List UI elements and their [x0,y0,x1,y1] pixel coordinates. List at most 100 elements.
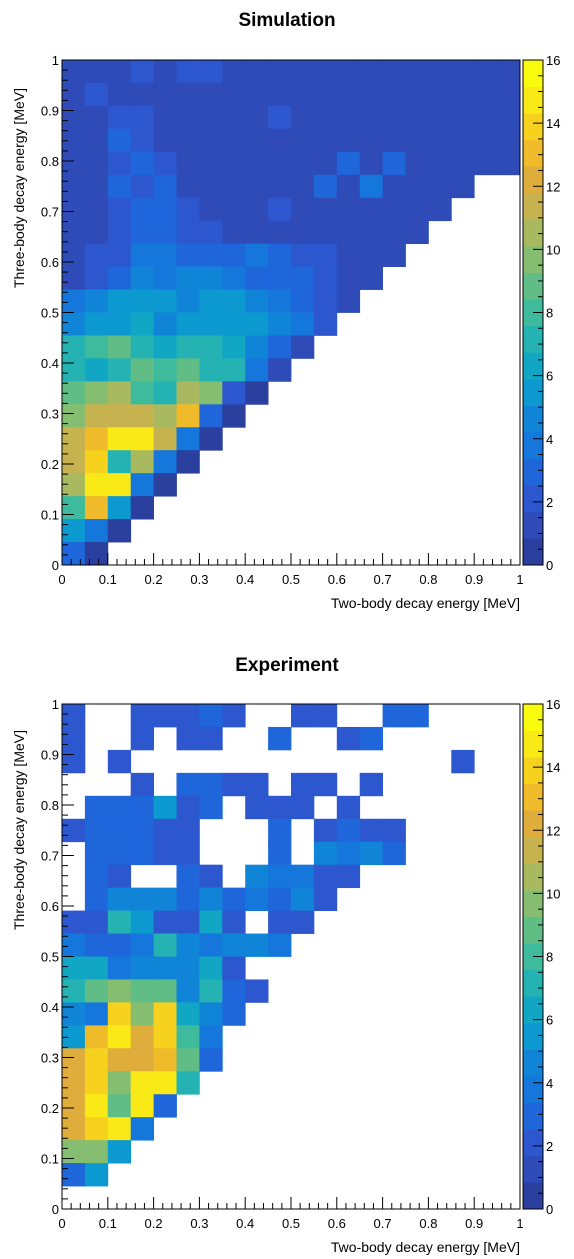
heatmap-cell [130,726,154,751]
heatmap-cell [497,82,521,107]
heatmap-cell [62,542,86,566]
heatmap-cell [84,105,109,130]
heatmap-cell [199,404,223,428]
heatmap-cell [222,220,246,245]
heatmap-cell [153,473,177,497]
heatmap-cell [176,381,200,405]
heatmap-cell [199,105,223,130]
heatmap-cell [268,795,292,820]
heatmap-cell [107,749,132,774]
heatmap-cell [359,151,383,176]
heatmap-cell [245,266,269,290]
heatmap-cell [84,887,109,911]
heatmap-cell [199,726,223,751]
heatmap-cell [130,772,154,797]
heatmap-cell [130,704,154,728]
colorbar-tick-label: 12 [546,179,560,194]
y-tick-label: 0.3 [41,1051,59,1066]
heatmap-cell [474,105,498,130]
y-tick-label: 0.8 [41,798,59,813]
heatmap-cell [268,174,292,199]
heatmap-cell [130,1002,154,1026]
heatmap-cell [451,105,475,130]
y-tick-label: 0.6 [41,899,59,914]
heatmap-cell [176,427,200,451]
heatmap-cell [107,335,132,359]
y-tick-label: 0.7 [41,205,59,220]
heatmap-cell [222,312,246,336]
heatmap-cell [107,1002,132,1026]
heatmap-cell [130,841,154,866]
heatmap-cell [268,933,292,957]
heatmap-cell [336,864,361,889]
x-tick-label: 0.5 [282,572,300,587]
x-tick-label: 0.1 [99,1216,117,1231]
heatmap-cell [107,1071,132,1095]
heatmap-cell [62,128,86,153]
heatmap-cell [107,864,132,889]
colorbar-tick-label: 16 [546,697,560,712]
y-tick-label: 0.7 [41,849,59,864]
colorbar-swatch [523,325,543,353]
heatmap-cell [107,358,132,382]
heatmap-cell [62,496,86,520]
heatmap-cell [176,956,200,980]
y-tick-label: 0.4 [41,356,59,371]
heatmap-cell [176,864,200,889]
heatmap-cell [176,82,200,107]
heatmap-cell [222,197,246,222]
heatmap-cell [268,82,292,107]
heatmap-cell [176,841,200,866]
heatmap-cell [176,910,200,934]
heatmap-cell [359,841,383,866]
heatmap-cell [268,197,292,222]
heatmap-cell [84,220,109,245]
heatmap-cell [153,289,177,313]
heatmap-cell [291,266,315,290]
heatmap-cell [291,704,315,728]
heatmap-cell [428,60,452,84]
x-tick-label: 0.8 [419,1216,437,1231]
heatmap-cell [497,128,521,153]
heatmap-cell [84,841,109,866]
heatmap-cell [107,956,132,980]
y-tick-label: 0.3 [41,407,59,422]
simulation-panel: Simulation Three-body decay energy [MeV]… [11,10,560,611]
heatmap-cell [336,795,361,820]
y-tick-label: 0.2 [41,1101,59,1116]
heatmap-cell [62,220,86,245]
heatmap-cell [313,82,338,107]
x-tick-label: 1 [516,1216,523,1231]
heatmap-cell [268,266,292,290]
heatmap-cell [107,243,132,267]
heatmap-cell [62,910,86,934]
x-tick-label: 0.6 [328,572,346,587]
heatmap-cell [84,289,109,313]
heatmap-cell [62,979,86,1003]
heatmap-cell [382,151,406,176]
heatmap-cell [62,1140,86,1164]
heatmap-cell [199,197,223,222]
x-tick-label: 0.9 [465,572,483,587]
heatmap-cell [291,887,315,911]
heatmap-cell [107,151,132,176]
colorbar-swatch [523,432,543,460]
x-axis-label: Two-body decay energy [MeV] [331,1239,520,1255]
heatmap-cell [62,956,86,980]
heatmap-cell [62,1163,86,1187]
heatmap-cell [291,864,315,889]
heatmap-cell [130,312,154,336]
heatmap-cell [336,197,361,222]
heatmap-cell [130,818,154,843]
heatmap-cell [268,105,292,130]
colorbar-tick-label: 4 [546,432,553,447]
heatmap-cell [84,519,109,543]
heatmap-cell [176,174,200,199]
heatmap-cell [222,82,246,107]
heatmap-cell [428,151,452,176]
x-tick-label: 0.3 [190,1216,208,1231]
heatmap-cell [176,1025,200,1049]
heatmap-cell [199,979,223,1003]
heatmap-cell [153,1094,177,1118]
x-tick-label: 0.2 [145,1216,163,1231]
